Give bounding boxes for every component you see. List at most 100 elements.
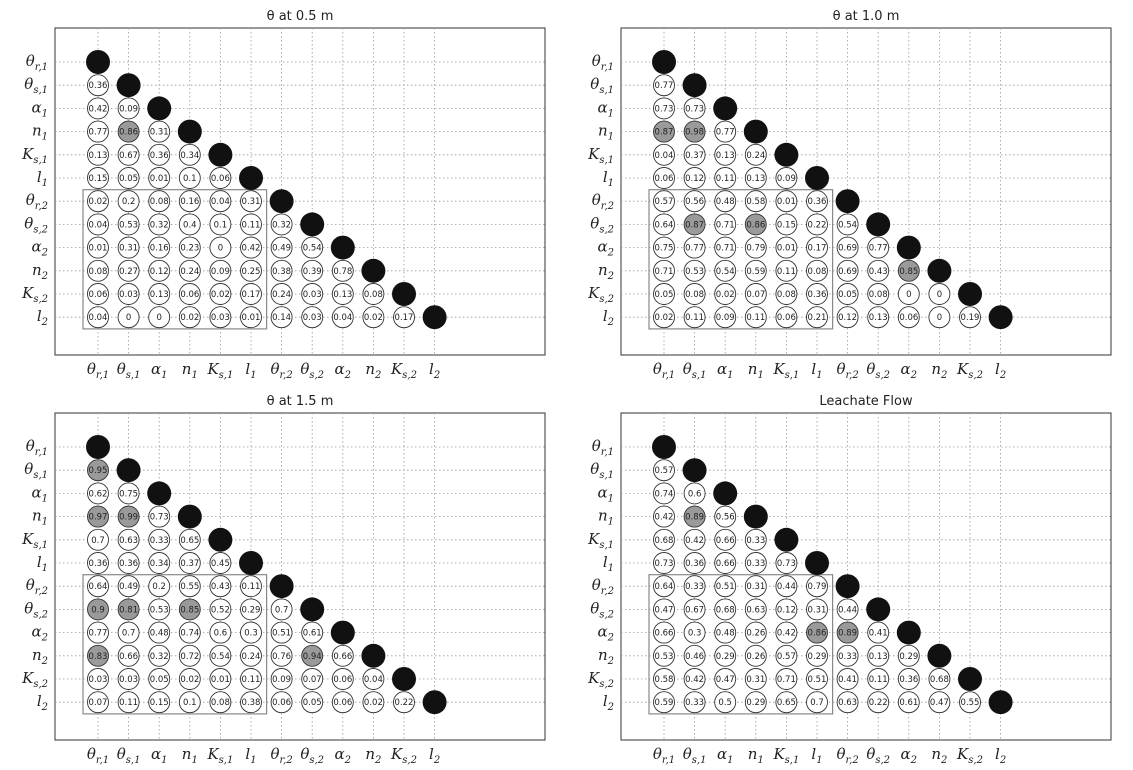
correlation-marker bbox=[148, 143, 171, 166]
correlation-marker bbox=[836, 283, 859, 305]
correlation-cells: 0.36 0.42 0.09 0.77 0.86 0.31 0.13 0.67 0.36 0.34… bbox=[86, 50, 447, 330]
correlation-marker bbox=[683, 283, 706, 305]
correlation-marker bbox=[148, 528, 171, 551]
correlation-marker bbox=[393, 691, 415, 714]
correlation-marker bbox=[209, 691, 232, 714]
correlation-value: 0.1 bbox=[214, 220, 228, 230]
diagonal-marker bbox=[300, 212, 325, 237]
correlation-value: 0.53 bbox=[150, 605, 169, 615]
correlation-marker bbox=[301, 306, 324, 329]
correlation-value: 0.75 bbox=[119, 489, 138, 499]
correlation-marker bbox=[714, 190, 737, 213]
diagonal-marker bbox=[86, 50, 110, 74]
diagonal-marker bbox=[866, 212, 891, 237]
correlation-marker bbox=[714, 213, 737, 236]
high-correlation-marker bbox=[301, 644, 324, 667]
correlation-marker bbox=[653, 528, 675, 551]
correlation-value: 0.08 bbox=[777, 290, 796, 300]
correlation-marker bbox=[867, 259, 890, 282]
correlation-value: 0.42 bbox=[685, 536, 704, 546]
correlation-value: 0.24 bbox=[746, 151, 765, 161]
correlation-value: 0.05 bbox=[150, 675, 169, 685]
correlation-value: 0.11 bbox=[869, 675, 888, 685]
correlation-marker bbox=[867, 236, 890, 259]
y-tick-label: α2 bbox=[597, 623, 614, 644]
correlation-value: 0.09 bbox=[777, 174, 796, 184]
correlation-value: 0.16 bbox=[150, 244, 169, 254]
correlation-marker bbox=[714, 505, 737, 528]
correlation-marker bbox=[148, 552, 171, 574]
correlation-marker bbox=[959, 306, 981, 329]
correlation-marker bbox=[653, 668, 675, 690]
y-tick-label: l2 bbox=[37, 692, 48, 713]
correlation-value: 0.63 bbox=[119, 536, 138, 546]
x-tick-label: Ks,1 bbox=[772, 360, 799, 381]
y-tick-label: Ks,1 bbox=[21, 530, 48, 551]
x-tick-label: θr,2 bbox=[270, 360, 292, 381]
diagonal-marker bbox=[116, 458, 141, 483]
diagonal-marker bbox=[86, 435, 110, 459]
correlation-marker bbox=[867, 306, 890, 329]
correlation-marker bbox=[744, 283, 767, 305]
correlation-marker bbox=[362, 668, 385, 690]
correlation-marker bbox=[178, 283, 201, 305]
correlation-value: 0.87 bbox=[655, 128, 674, 138]
correlation-value: 0.1 bbox=[183, 698, 197, 708]
correlation-marker bbox=[87, 668, 109, 690]
correlation-marker bbox=[714, 259, 737, 282]
x-tick-label: Ks,2 bbox=[390, 360, 417, 381]
high-correlation-marker bbox=[806, 621, 828, 644]
correlation-value: 0.36 bbox=[119, 559, 138, 569]
correlation-marker bbox=[897, 306, 920, 329]
correlation-value: 0.7 bbox=[810, 698, 824, 708]
correlation-value: 0.37 bbox=[180, 559, 199, 569]
correlation-value: 0.31 bbox=[150, 128, 169, 138]
correlation-marker bbox=[683, 190, 706, 213]
correlation-marker bbox=[653, 552, 675, 574]
correlation-marker bbox=[806, 283, 828, 305]
correlation-value: 0.65 bbox=[777, 698, 796, 708]
correlation-value: 0.42 bbox=[242, 244, 261, 254]
correlation-value: 0.23 bbox=[180, 244, 199, 254]
correlation-value: 0.73 bbox=[655, 559, 674, 569]
correlation-value: 0.76 bbox=[272, 652, 291, 662]
correlation-marker bbox=[240, 621, 262, 644]
correlation-value: 0.29 bbox=[746, 698, 765, 708]
correlation-marker bbox=[836, 691, 859, 714]
correlation-marker bbox=[714, 644, 737, 667]
correlation-value: 0.95 bbox=[89, 466, 108, 476]
correlation-value: 0.21 bbox=[808, 313, 827, 323]
correlation-cells: 0.95 0.62 0.75 0.97 0.99 0.73 0.7 0.63 0.33 0.65 0… bbox=[86, 435, 447, 715]
y-tick-label: θr,1 bbox=[26, 52, 48, 73]
diagonal-marker bbox=[805, 166, 829, 190]
correlation-value: 0.73 bbox=[150, 513, 169, 523]
correlation-marker bbox=[117, 482, 140, 505]
correlation-value: 0.64 bbox=[89, 582, 108, 592]
x-tick-label: α2 bbox=[335, 360, 352, 381]
correlation-marker bbox=[178, 691, 201, 714]
x-tick-label: l2 bbox=[995, 360, 1006, 381]
high-correlation-marker bbox=[683, 213, 706, 236]
correlation-value: 0.62 bbox=[89, 489, 108, 499]
diagonal-marker bbox=[208, 142, 233, 167]
correlation-value: 0.57 bbox=[655, 197, 674, 207]
correlation-marker bbox=[87, 621, 109, 644]
correlation-value: 0.51 bbox=[716, 582, 735, 592]
correlation-value: 0.71 bbox=[716, 244, 735, 254]
correlation-marker bbox=[653, 143, 675, 166]
correlation-value: 0.06 bbox=[777, 313, 796, 323]
correlation-value: 0.48 bbox=[716, 197, 735, 207]
correlation-value: 0.41 bbox=[869, 629, 888, 639]
correlation-value: 0.04 bbox=[364, 675, 383, 685]
correlation-marker bbox=[148, 306, 171, 329]
correlation-value: 0.97 bbox=[89, 513, 108, 523]
correlation-value: 0.48 bbox=[150, 629, 169, 639]
correlation-value: 0.68 bbox=[716, 605, 735, 615]
y-tick-label: l2 bbox=[603, 307, 614, 328]
correlation-value: 0.05 bbox=[838, 290, 857, 300]
x-tick-label: l1 bbox=[245, 360, 256, 381]
y-tick-label: θr,1 bbox=[26, 437, 48, 458]
correlation-marker bbox=[775, 668, 798, 690]
correlation-value: 0.64 bbox=[655, 220, 674, 230]
diagonal-marker bbox=[147, 481, 172, 506]
